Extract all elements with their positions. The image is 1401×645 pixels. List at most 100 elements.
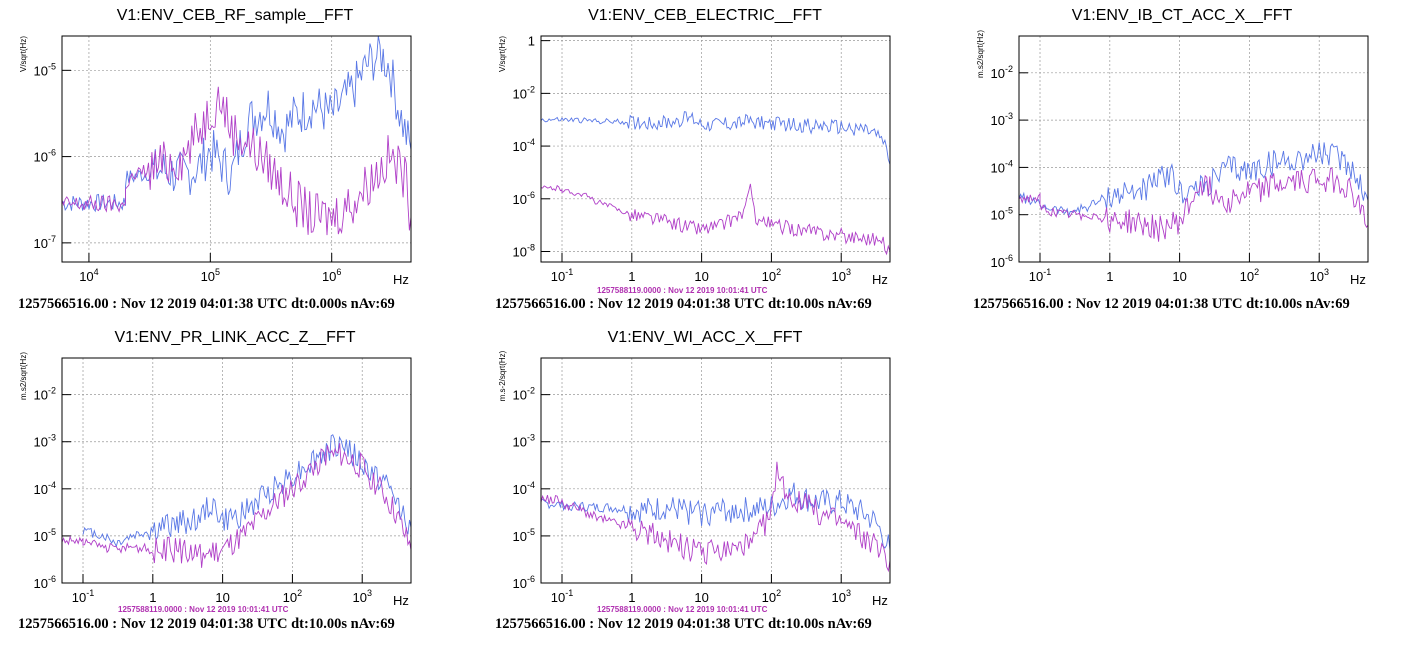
y-tick-label: 10-4: [513, 137, 535, 154]
chart-panel-electric: V1:ENV_CEB_ELECTRIC__FFT 10-1 1 10 102 103 10…: [470, 0, 940, 322]
y-tick-label: 10-7: [34, 234, 56, 251]
reference-label: 1257588119.0000 : Nov 12 2019 10:01:41 U…: [597, 605, 768, 614]
footer-info: 1257566516.00 : Nov 12 2019 04:01:38 UTC…: [495, 616, 872, 632]
x-tick-label: 102: [1240, 267, 1259, 284]
tick-labels: 104 105 106 10-7 10-6 10-5: [34, 61, 342, 284]
series-reference: [540, 461, 891, 573]
x-tick-label: 103: [831, 267, 850, 284]
x-tick-label: 102: [762, 588, 781, 605]
footer-info: 1257566516.00 : Nov 12 2019 04:01:38 UTC…: [973, 296, 1350, 312]
y-tick-label: 10-5: [513, 527, 535, 544]
x-tick-label: 104: [79, 267, 98, 284]
footer-info: 1257566516.00 : Nov 12 2019 04:01:38 UTC…: [18, 616, 395, 632]
x-tick-label: 1: [628, 269, 635, 284]
y-tick-label: 10-4: [34, 480, 56, 497]
plot-area: 10-1 1 10 102 103 10-6 10-5 10-4 10-3 10-2 m.s-2/s…: [498, 350, 891, 608]
x-tick-label: 10-1: [551, 267, 573, 284]
x-tick-label: 103: [1309, 267, 1328, 284]
series-reference: [61, 86, 412, 236]
y-tick-label: 1: [528, 34, 535, 49]
chart-title: V1:ENV_IB_CT_ACC_X__FFT: [1071, 7, 1293, 24]
x-tick-label: 10-1: [551, 588, 573, 605]
chart-title: V1:ENV_CEB_RF_sample__FFT: [116, 7, 354, 24]
plot-area: 104 105 106 10-7 10-6 10-5 V/sqrt(Hz) Hz: [19, 35, 412, 287]
tick-labels: 10-1 1 10 102 103 10-6 10-5 10-4 10-3 10-2: [991, 64, 1329, 284]
x-tick-label: 1: [149, 590, 156, 605]
y-tick-label: 10-2: [513, 386, 535, 403]
chart-panel-rf-sample: V1:ENV_CEB_RF_sample__FFT 104 105 106 10-7 1…: [0, 0, 470, 322]
series-current: [540, 111, 891, 165]
plot-area: 10-1 1 10 102 103 10-6 10-5 10-4 10-3 10-2 m.s2/sq…: [19, 352, 412, 608]
x-axis-unit: Hz: [393, 593, 409, 608]
x-tick-label: 10: [694, 269, 708, 284]
chart-panel-wi-acc-x: V1:ENV_WI_ACC_X__FFT 10-1 1 10 102 103 10-6 10…: [470, 322, 940, 645]
y-axis-label: m.s2/sqrt(Hz): [19, 352, 28, 400]
grid-lines: [62, 36, 411, 262]
chart-panel-pr-link-acc-z: V1:ENV_PR_LINK_ACC_Z__FFT 10-1 1 10 102 103 1…: [0, 322, 470, 645]
y-tick-label: 10-6: [513, 190, 535, 207]
y-axis-label: V/sqrt(Hz): [498, 36, 507, 72]
series-reference: [61, 443, 412, 568]
x-axis-unit: Hz: [872, 593, 888, 608]
y-tick-label: 10-3: [991, 111, 1013, 128]
y-tick-label: 10-3: [34, 433, 56, 450]
chart-title: V1:ENV_CEB_ELECTRIC__FFT: [588, 7, 822, 24]
x-tick-label: 103: [831, 588, 850, 605]
footer-info: 1257566516.00 : Nov 12 2019 04:01:38 UTC…: [18, 296, 395, 312]
footer-info: 1257566516.00 : Nov 12 2019 04:01:38 UTC…: [495, 296, 872, 312]
plot-frame: [1018, 35, 1369, 263]
y-tick-label: 10-3: [513, 433, 535, 450]
y-axis-label: V/sqrt(Hz): [19, 36, 28, 72]
y-tick-label: 10-4: [991, 158, 1013, 175]
series-reference: [540, 183, 891, 256]
y-tick-label: 10-2: [34, 386, 56, 403]
grid-lines: [541, 358, 890, 584]
x-tick-label: 103: [352, 588, 371, 605]
grid-lines: [541, 36, 890, 262]
x-tick-label: 10-1: [1029, 267, 1051, 284]
x-axis-unit: Hz: [1350, 272, 1366, 287]
x-tick-label: 106: [322, 267, 341, 284]
x-tick-label: 10-1: [72, 588, 94, 605]
grid-lines: [62, 358, 411, 584]
chart-panel-ib-ct-acc-x: V1:ENV_IB_CT_ACC_X__FFT 10-1 1 10 102 103 10-…: [940, 0, 1401, 322]
y-axis-label: m.s-2/sqrt(Hz): [498, 350, 507, 401]
chart-title: V1:ENV_PR_LINK_ACC_Z__FFT: [114, 329, 356, 346]
x-tick-label: 102: [762, 267, 781, 284]
plot-frame: [540, 35, 891, 263]
y-tick-label: 10-8: [513, 243, 535, 260]
plot-frame: [540, 357, 891, 584]
x-tick-label: 10: [694, 590, 708, 605]
grid-lines: [1019, 36, 1368, 263]
y-tick-label: 10-5: [991, 206, 1013, 223]
tick-labels: 10-1 1 10 102 103 10-6 10-5 10-4 10-3 10-2: [513, 386, 851, 605]
y-tick-label: 10-5: [34, 61, 56, 78]
plot-area: 10-1 1 10 102 103 10-6 10-5 10-4 10-3 10-2 m.s2/sq…: [976, 30, 1369, 287]
series-current: [82, 434, 412, 548]
x-tick-label: 105: [201, 267, 220, 284]
plot-area: 10-1 1 10 102 103 10-8 10-6 10-4 10-2 1 V/sqrt(Hz)…: [498, 34, 891, 287]
y-tick-label: 10-4: [513, 480, 535, 497]
x-tick-label: 10: [1172, 269, 1186, 284]
y-tick-label: 10-6: [34, 148, 56, 165]
series-current: [1018, 142, 1369, 218]
x-tick-label: 10: [215, 590, 229, 605]
y-axis-label: m.s2/sqrt(Hz): [976, 30, 985, 78]
series-reference: [1018, 167, 1369, 242]
y-tick-label: 10-6: [34, 574, 56, 591]
y-tick-label: 10-2: [513, 84, 535, 101]
x-axis-unit: Hz: [393, 272, 409, 287]
y-tick-label: 10-6: [991, 253, 1013, 270]
y-tick-label: 10-5: [34, 527, 56, 544]
tick-labels: 10-1 1 10 102 103 10-8 10-6 10-4 10-2 1: [513, 34, 851, 284]
series-current: [61, 35, 412, 213]
x-axis-unit: Hz: [872, 272, 888, 287]
reference-label: 1257588119.0000 : Nov 12 2019 10:01:41 U…: [597, 286, 768, 295]
y-tick-label: 10-6: [513, 574, 535, 591]
reference-label: 1257588119.0000 : Nov 12 2019 10:01:41 U…: [118, 605, 289, 614]
plot-frame: [61, 357, 412, 584]
tick-labels: 10-1 1 10 102 103 10-6 10-5 10-4 10-3 10-2: [34, 386, 372, 605]
chart-title: V1:ENV_WI_ACC_X__FFT: [607, 329, 803, 346]
plot-frame: [61, 35, 412, 263]
y-tick-label: 10-2: [991, 64, 1013, 81]
